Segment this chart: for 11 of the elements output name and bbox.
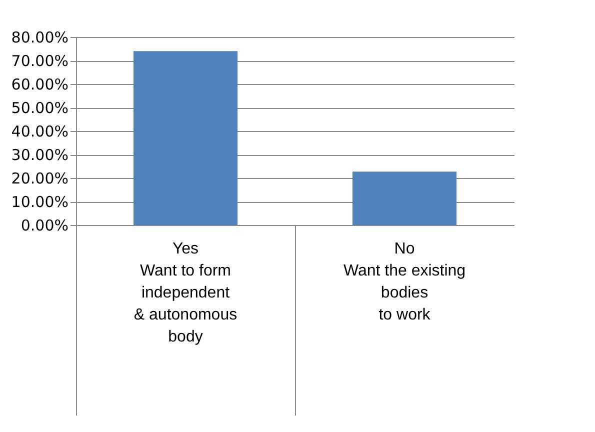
y-tick-label: 50.00% [11, 99, 68, 117]
x-tick-label: No Want the existing bodies to work [343, 240, 466, 324]
y-tick-label: 20.00% [11, 170, 68, 188]
y-tick-label: 80.00% [11, 28, 68, 46]
y-tick-label: 0.00% [20, 216, 68, 234]
y-tick-label: 30.00% [11, 146, 68, 164]
y-tick-label: 40.00% [11, 122, 68, 140]
x-tick-label: Yes Want to form independent & autonomous body [134, 240, 238, 346]
y-tick-label: 60.00% [11, 76, 68, 94]
y-tick-label: 70.00% [11, 52, 68, 70]
y-tick-label: 10.00% [11, 193, 68, 211]
